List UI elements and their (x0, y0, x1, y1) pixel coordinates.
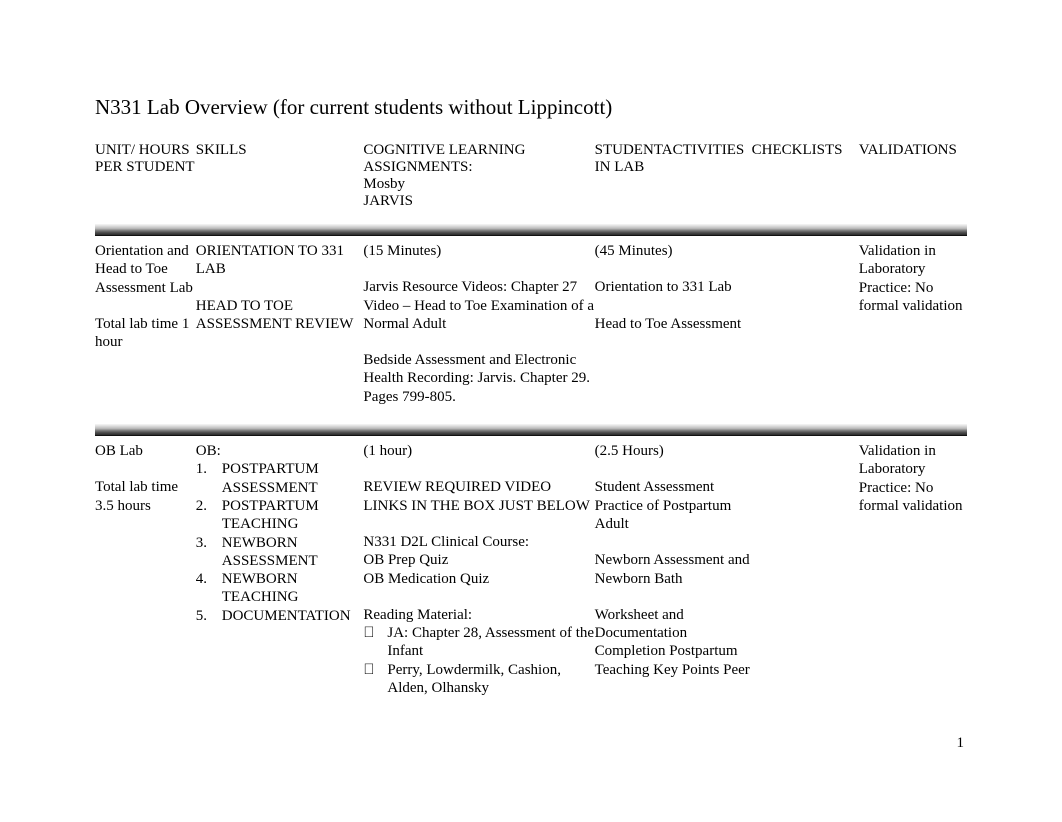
activities-text: Head to Toe Assessment (595, 315, 752, 333)
page-number: 1 (957, 735, 965, 752)
header-unit: UNIT/ HOURS PER STUDENT (95, 142, 196, 224)
separator-bar (95, 424, 967, 436)
activities-text: Worksheet and Documentation Completion P… (595, 606, 752, 679)
unit-time: Total lab time 3.5 hours (95, 478, 196, 515)
skills-text: ORIENTATION TO 331 LAB (196, 242, 364, 279)
separator-bar (95, 224, 967, 236)
list-item: 2.POSTPARTUM TEACHING (196, 497, 364, 534)
header-cognitive: COGNITIVE LEARNING ASSIGNMENTS: Mosby JA… (363, 142, 594, 224)
unit-text: OB Lab (95, 442, 196, 460)
activities-time: (2.5 Hours) (595, 442, 752, 460)
validation-text: Validation in Laboratory Practice: No fo… (859, 442, 967, 515)
table-row: Orientation and Head to Toe Assessment L… (95, 236, 967, 424)
list-item: 5.DOCUMENTATION (196, 607, 364, 625)
separator-row (95, 424, 967, 436)
skills-header: OB: (196, 442, 364, 460)
reading-item: Perry, Lowdermilk, Cashion, Alden, Olhan… (387, 661, 594, 698)
header-activities: STUDENTACTIVITIES IN LAB (595, 142, 752, 224)
header-cognitive-line3: JARVIS (363, 193, 594, 210)
lab-overview-table: UNIT/ HOURS PER STUDENT SKILLS COGNITIVE… (95, 142, 967, 715)
cognitive-time: (1 hour) (363, 442, 594, 460)
activities-text: Newborn Assessment and Newborn Bath (595, 551, 752, 588)
cognitive-text: Bedside Assessment and Electronic Health… (363, 351, 594, 406)
cell-checklists (752, 236, 859, 424)
page-title: N331 Lab Overview (for current students … (95, 95, 967, 120)
cell-cognitive: (15 Minutes) Jarvis Resource Videos: Cha… (363, 236, 594, 424)
cognitive-text: Reading Material: (363, 606, 594, 624)
table-row: OB Lab Total lab time 3.5 hours OB: 1.PO… (95, 436, 967, 715)
activities-text: Orientation to 331 Lab (595, 278, 752, 296)
skills-item: POSTPARTUM ASSESSMENT (222, 460, 364, 497)
cognitive-text: N331 D2L Clinical Course: (363, 533, 594, 551)
validation-text: Validation in Laboratory Practice: No fo… (859, 242, 967, 315)
cognitive-text: REVIEW REQUIRED VIDEO LINKS IN THE BOX J… (363, 478, 594, 515)
cell-skills: ORIENTATION TO 331 LAB HEAD TO TOE ASSES… (196, 236, 364, 424)
cell-activities: (2.5 Hours) Student Assessment Practice … (595, 436, 752, 715)
skills-item: POSTPARTUM TEACHING (222, 497, 364, 534)
list-item: 1.POSTPARTUM ASSESSMENT (196, 460, 364, 497)
list-item: 3.NEWBORN ASSESSMENT (196, 534, 364, 571)
activities-time: (45 Minutes) (595, 242, 752, 260)
cell-validations: Validation in Laboratory Practice: No fo… (859, 236, 967, 424)
header-cognitive-line1: COGNITIVE LEARNING ASSIGNMENTS: (363, 142, 594, 176)
list-item: 4.NEWBORN TEACHING (196, 570, 364, 607)
separator-row (95, 224, 967, 236)
cognitive-text: OB Medication Quiz (363, 570, 594, 588)
skills-text: HEAD TO TOE ASSESSMENT REVIEW (196, 297, 364, 334)
list-item: Perry, Lowdermilk, Cashion, Alden, Olha… (363, 661, 594, 698)
cell-validations: Validation in Laboratory Practice: No fo… (859, 436, 967, 715)
cognitive-text: Jarvis Resource Videos: Chapter 27 Video… (363, 278, 594, 333)
reading-list: JA: Chapter 28, Assessment of the Infan… (363, 624, 594, 697)
header-cognitive-line2: Mosby (363, 176, 594, 193)
cell-activities: (45 Minutes) Orientation to 331 Lab Head… (595, 236, 752, 424)
cognitive-text: OB Prep Quiz (363, 551, 594, 569)
cell-skills: OB: 1.POSTPARTUM ASSESSMENT 2.POSTPARTUM… (196, 436, 364, 715)
unit-text: Orientation and Head to Toe Assessment L… (95, 242, 196, 297)
header-validations: VALIDATIONS (859, 142, 967, 224)
table-header-row: UNIT/ HOURS PER STUDENT SKILLS COGNITIVE… (95, 142, 967, 224)
skills-item: DOCUMENTATION (222, 607, 364, 625)
skills-item: NEWBORN ASSESSMENT (222, 534, 364, 571)
list-item: JA: Chapter 28, Assessment of the Infan… (363, 624, 594, 661)
skills-list: 1.POSTPARTUM ASSESSMENT 2.POSTPARTUM TEA… (196, 460, 364, 625)
skills-item: NEWBORN TEACHING (222, 570, 364, 607)
cell-unit: OB Lab Total lab time 3.5 hours (95, 436, 196, 715)
header-checklists: CHECKLISTS (752, 142, 859, 224)
header-skills: SKILLS (196, 142, 364, 224)
cognitive-time: (15 Minutes) (363, 242, 594, 260)
unit-time: Total lab time 1 hour (95, 315, 196, 352)
cell-checklists (752, 436, 859, 715)
cell-unit: Orientation and Head to Toe Assessment L… (95, 236, 196, 424)
cell-cognitive: (1 hour) REVIEW REQUIRED VIDEO LINKS IN … (363, 436, 594, 715)
reading-item: JA: Chapter 28, Assessment of the Infant (387, 624, 594, 661)
activities-text: Student Assessment Practice of Postpartu… (595, 478, 752, 533)
